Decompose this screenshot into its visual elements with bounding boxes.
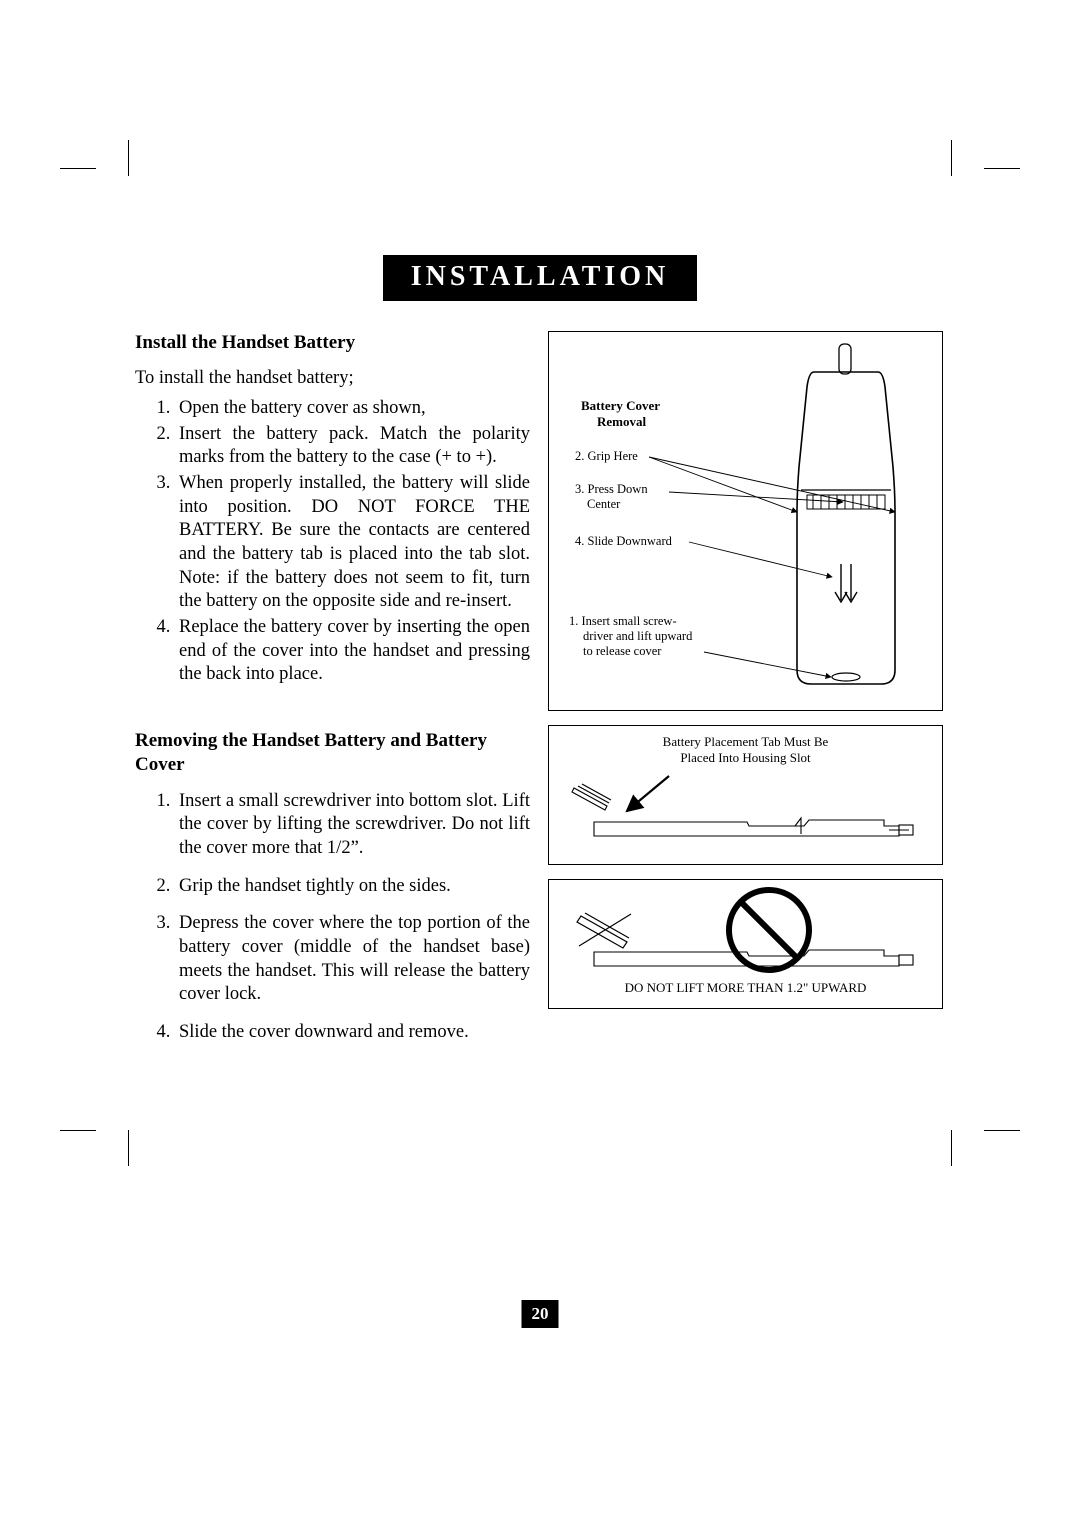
- page: INSTALLATION Install the Handset Battery…: [0, 0, 1080, 1528]
- fig1-label-screwdriver: 1. Insert small screw- driver and lift u…: [569, 614, 692, 659]
- figure-battery-tab: Battery Placement Tab Must Be Placed Int…: [548, 725, 943, 865]
- list-item: Insert a small screwdriver into bottom s…: [175, 790, 530, 861]
- crop-mark: [984, 168, 1020, 169]
- text-column: Install the Handset Battery To install t…: [135, 331, 530, 1073]
- two-column-layout: Install the Handset Battery To install t…: [135, 331, 945, 1073]
- fig3-caption: DO NOT LIFT MORE THAN 1.2" UPWARD: [549, 980, 942, 996]
- heading-install-battery: Install the Handset Battery: [135, 331, 530, 355]
- fig1-label3-line2: Center: [575, 497, 620, 511]
- crop-mark: [60, 1130, 96, 1131]
- crop-mark: [128, 1130, 129, 1166]
- figure-handset-back: Battery Cover Removal 2. Grip Here 3. Pr…: [548, 331, 943, 711]
- fig1-label-slide: 4. Slide Downward: [575, 534, 672, 549]
- fig1-label-press: 3. Press Down Center: [575, 482, 648, 512]
- page-number: 20: [522, 1300, 559, 1328]
- list-item: When properly installed, the battery wil…: [175, 472, 530, 614]
- fig2-caption: Battery Placement Tab Must Be Placed Int…: [549, 734, 942, 766]
- fig2-caption-line2: Placed Into Housing Slot: [680, 750, 810, 765]
- intro-text: To install the handset battery;: [135, 367, 530, 391]
- fig1-label1-line2: driver and lift upward: [569, 629, 692, 643]
- fig1-label1-line1: 1. Insert small screw-: [569, 614, 677, 628]
- fig1-label-grip: 2. Grip Here: [575, 449, 638, 464]
- fig1-title: Battery Cover Removal: [581, 398, 660, 429]
- fig1-label1-line3: to release cover: [569, 644, 661, 658]
- list-item: Insert the battery pack. Match the polar…: [175, 423, 530, 470]
- remove-steps-list: Insert a small screwdriver into bottom s…: [135, 790, 530, 1045]
- list-item: Grip the handset tightly on the sides.: [175, 875, 530, 899]
- crop-mark: [951, 1130, 952, 1166]
- fig1-title-line1: Battery Cover: [581, 398, 660, 413]
- crop-mark: [128, 140, 129, 176]
- list-item: Replace the battery cover by inserting t…: [175, 616, 530, 687]
- install-steps-list: Open the battery cover as shown, Insert …: [135, 397, 530, 687]
- figures-column: Battery Cover Removal 2. Grip Here 3. Pr…: [548, 331, 943, 1073]
- heading-remove-battery: Removing the Handset Battery and Battery…: [135, 729, 530, 778]
- fig2-caption-line1: Battery Placement Tab Must Be: [663, 734, 829, 749]
- crop-mark: [951, 140, 952, 176]
- section-banner: INSTALLATION: [383, 255, 698, 301]
- crop-mark: [60, 168, 96, 169]
- list-item: Slide the cover downward and remove.: [175, 1021, 530, 1045]
- fig1-title-line2: Removal: [581, 414, 646, 429]
- list-item: Open the battery cover as shown,: [175, 397, 530, 421]
- crop-mark: [984, 1130, 1020, 1131]
- fig1-label3-line1: 3. Press Down: [575, 482, 648, 496]
- figure-do-not-lift: DO NOT LIFT MORE THAN 1.2" UPWARD: [548, 879, 943, 1009]
- list-item: Depress the cover where the top portion …: [175, 912, 530, 1007]
- content-area: INSTALLATION Install the Handset Battery…: [135, 255, 945, 1073]
